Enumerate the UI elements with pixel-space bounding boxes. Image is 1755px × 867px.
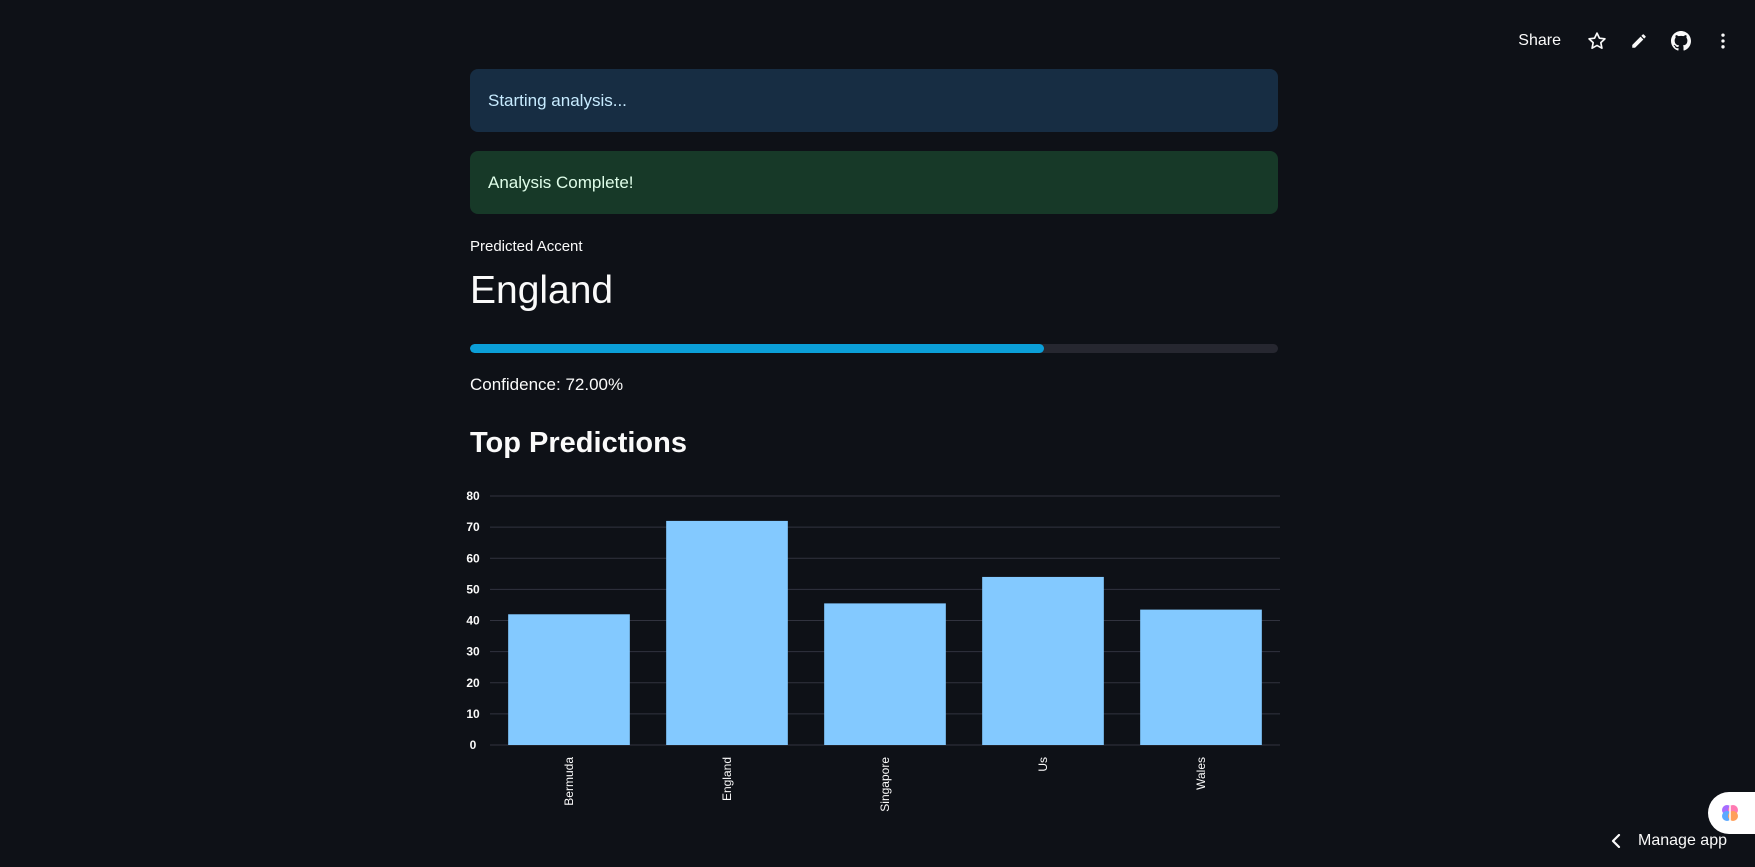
metric-value: England xyxy=(470,269,614,312)
brain-icon xyxy=(1722,805,1738,821)
main-content: Starting analysis... Analysis Complete! … xyxy=(470,69,1278,460)
info-alert-text: Starting analysis... xyxy=(488,90,627,110)
y-tick-label: 0 xyxy=(470,738,477,752)
y-tick-label: 70 xyxy=(466,520,480,534)
confidence-progress-bar xyxy=(470,344,1278,353)
success-alert: Analysis Complete! xyxy=(470,151,1278,214)
app-avatar-button[interactable] xyxy=(1708,792,1755,834)
x-tick-label: Bermuda xyxy=(562,757,576,806)
progress-fill xyxy=(470,344,1044,353)
y-tick-label: 20 xyxy=(466,676,480,690)
x-tick-label: Singapore xyxy=(878,757,892,812)
y-tick-label: 40 xyxy=(466,614,480,628)
y-tick-label: 80 xyxy=(466,489,480,503)
y-tick-label: 50 xyxy=(466,582,480,596)
metric-label: Predicted Accent xyxy=(470,238,583,255)
bar-chart-svg: 0 10 20 30 40 50 60 70 80 Bermuda England Singapore… xyxy=(466,489,1280,812)
y-tick-label: 10 xyxy=(466,707,480,721)
bar-singapore[interactable] xyxy=(824,603,946,745)
x-tick-label: Wales xyxy=(1194,757,1208,790)
section-title: Top Predictions xyxy=(470,427,687,459)
success-alert-text: Analysis Complete! xyxy=(488,172,634,192)
top-predictions-chart: 0 10 20 30 40 50 60 70 80 Bermuda England Singapore… xyxy=(460,486,1280,867)
confidence-text: Confidence: 72.00% xyxy=(470,375,624,394)
header-toolbar: Share xyxy=(1518,26,1733,56)
manage-app-button[interactable]: Manage app xyxy=(1610,832,1727,850)
share-button[interactable]: Share xyxy=(1518,32,1561,49)
github-icon[interactable] xyxy=(1671,31,1691,51)
bar-england[interactable] xyxy=(666,520,788,745)
bar-bermuda[interactable] xyxy=(508,614,630,745)
chevron-left-icon xyxy=(1611,834,1621,848)
x-tick-label: England xyxy=(720,757,734,801)
bar-us[interactable] xyxy=(982,576,1104,745)
info-alert: Starting analysis... xyxy=(470,69,1278,132)
y-tick-label: 30 xyxy=(466,645,480,659)
manage-app-label: Manage app xyxy=(1638,832,1727,849)
edit-icon[interactable] xyxy=(1629,31,1649,51)
bar-wales[interactable] xyxy=(1140,609,1262,745)
y-tick-label: 60 xyxy=(466,551,480,565)
x-tick-label: Us xyxy=(1036,757,1050,772)
more-vertical-icon[interactable] xyxy=(1713,31,1733,51)
star-icon[interactable] xyxy=(1587,31,1607,51)
